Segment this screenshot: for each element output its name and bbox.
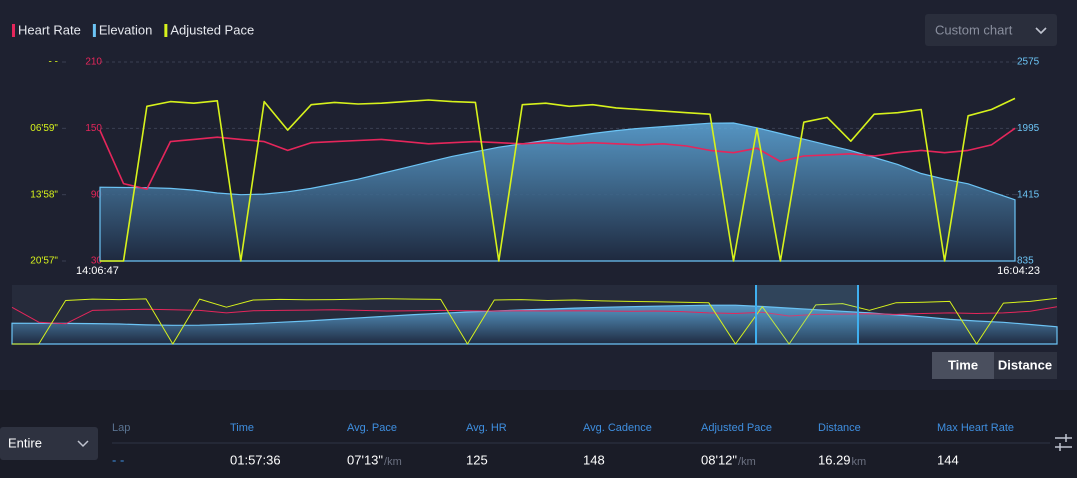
y2-tick-label: 835 — [1017, 256, 1034, 267]
cell-value: 16.29 — [818, 452, 851, 467]
mode-button-active[interactable] — [932, 352, 994, 379]
legend-swatch — [164, 24, 168, 37]
chart-select-label: Custom chart — [935, 22, 1013, 37]
y2-tick-label: 1995 — [1017, 123, 1040, 134]
range-select-label: Entire — [8, 435, 42, 450]
y3-tick-label: 13'58" — [30, 189, 58, 200]
y3-tick-label: 06'59" — [30, 123, 58, 134]
y-tick-label: 210 — [85, 57, 102, 68]
y3-tick-label: 20'57" — [30, 256, 58, 267]
chart-select[interactable] — [925, 14, 1057, 46]
column-header: Avg. HR — [466, 422, 507, 434]
mode-label: Time — [948, 357, 978, 372]
series-line — [100, 97, 1016, 262]
laps-table: Lap Time Avg. Pace Avg. HR Avg. Cadence Adjus… — [112, 422, 1014, 468]
series-line — [99, 127, 1016, 190]
cell-value: 08'12" — [701, 452, 737, 467]
column-header: Max Heart Rate — [937, 422, 1014, 434]
y-tick-label: 150 — [85, 123, 102, 134]
main-chart: 30 90 150 210 835 1415 1995 2575 - - 06'59" 13'58"… — [30, 57, 1040, 277]
column-header: Avg. Pace — [347, 422, 397, 434]
y2-tick-label: 1415 — [1017, 189, 1040, 200]
column-header: Adjusted Pace — [701, 422, 772, 434]
legend: Heart Rate Elevation Adjusted Pace — [12, 22, 254, 37]
cell-unit: /km — [384, 456, 402, 468]
cell-value: - - — [112, 452, 124, 467]
legend-label: Heart Rate — [18, 22, 81, 37]
mode-button[interactable] — [994, 352, 1057, 379]
cell-value: 148 — [583, 452, 605, 467]
chevron — [1035, 27, 1047, 35]
x-tick-label: 16:04:23 — [997, 265, 1040, 277]
series-line — [11, 306, 1058, 325]
settings-icon[interactable] — [1055, 434, 1072, 451]
cell-value: 07'13" — [347, 452, 383, 467]
column-header: Time — [230, 422, 254, 434]
legend-label: Elevation — [99, 22, 152, 37]
y-tick-label: 30 — [91, 256, 103, 267]
cell-value: 144 — [937, 452, 959, 467]
mode-label: Distance — [998, 357, 1052, 372]
cell-unit: /km — [738, 456, 756, 468]
x-tick-label: 14:06:47 — [76, 265, 119, 277]
table-panel — [0, 390, 1077, 478]
legend-swatch — [92, 24, 96, 37]
y2-tick-label: 2575 — [1017, 57, 1040, 68]
range-select[interactable] — [0, 427, 98, 460]
column-header: Distance — [818, 422, 861, 434]
y-tick-label: 90 — [91, 189, 103, 200]
overview-window[interactable] — [756, 285, 858, 344]
column-header: Avg. Cadence — [583, 422, 652, 434]
column-header: Lap — [112, 422, 130, 434]
chevron — [77, 440, 89, 448]
overview-chart — [11, 297, 1058, 345]
series-line — [12, 297, 1058, 345]
legend-swatch — [12, 24, 15, 37]
cell-unit: km — [852, 456, 867, 468]
legend-label: Adjusted Pace — [170, 22, 254, 37]
y3-tick-label: - - — [49, 57, 58, 68]
cell-value: 125 — [466, 452, 488, 467]
cell-value: 01:57:36 — [230, 452, 281, 467]
